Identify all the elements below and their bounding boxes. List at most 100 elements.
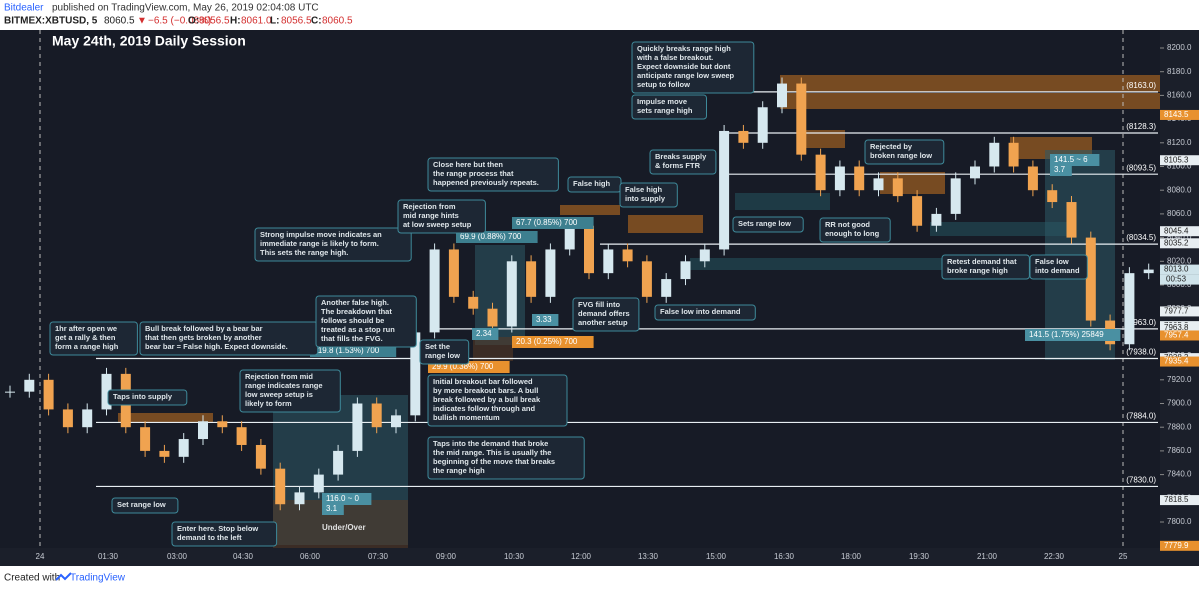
time-tick-label: 01:30 xyxy=(98,552,119,561)
measure-bg xyxy=(456,231,538,243)
zone xyxy=(628,215,703,233)
note-text: Sets range low xyxy=(738,219,791,228)
note-text: sets range high xyxy=(637,106,693,115)
time-tick-label: 15:00 xyxy=(706,552,727,561)
measure-bg xyxy=(322,493,372,505)
note-text: Another false high. xyxy=(321,298,389,307)
note-box xyxy=(171,521,278,547)
note-text: Impulse move xyxy=(637,97,687,106)
ohlc-key: O: xyxy=(188,16,199,27)
time-tick-label: 19:30 xyxy=(909,552,930,561)
time-tick-label: 07:30 xyxy=(368,552,389,561)
candle xyxy=(989,142,1000,167)
note-text: happened previously repeats. xyxy=(433,178,539,187)
last: 8060.5 xyxy=(104,16,135,27)
measure-label: 20.3 (0.25%) 700 xyxy=(516,337,578,346)
ohlc-value: 8056.5 xyxy=(281,16,312,27)
price-tick-label: 8020.0 xyxy=(1167,256,1192,265)
measure-label: 2.34 xyxy=(476,329,492,338)
candle xyxy=(545,249,556,297)
candle xyxy=(526,261,537,297)
change: −6.5 (−0.08%) xyxy=(148,16,211,27)
level-label: (8163.0) xyxy=(1126,81,1156,90)
candle xyxy=(275,468,286,505)
note-text: break followed by a bull break xyxy=(433,395,541,404)
note-box xyxy=(427,436,585,480)
note-box xyxy=(111,497,179,514)
candle xyxy=(24,379,35,392)
note-text: range low xyxy=(425,351,460,360)
candle xyxy=(719,130,730,250)
price-tag xyxy=(1160,540,1199,551)
candle xyxy=(391,415,401,428)
measure-bg xyxy=(1025,329,1121,341)
price-tick-label: 7860.0 xyxy=(1167,446,1192,455)
zone xyxy=(473,337,513,361)
note-text: mid range hints xyxy=(403,211,459,220)
candle xyxy=(680,261,691,280)
zone xyxy=(780,93,1160,109)
candle xyxy=(931,213,942,226)
measure-label: 141.5 ~ 6 xyxy=(1054,155,1088,164)
note-text: low sweep setup is xyxy=(245,390,313,399)
candle xyxy=(912,196,923,226)
note-text: Strong impulse move indicates an xyxy=(260,230,382,239)
price-tick-label: 8100.0 xyxy=(1167,162,1192,171)
candle xyxy=(854,166,865,191)
note-box xyxy=(572,297,640,332)
countdown-bg xyxy=(1160,274,1199,285)
note-text: Initial breakout bar followed xyxy=(433,377,533,386)
ohlc-value: 8060.5 xyxy=(322,16,353,27)
note-text: into supply xyxy=(625,194,666,203)
level-label: (7938.0) xyxy=(1126,348,1156,357)
chart-title: May 24th, 2019 Daily Session xyxy=(52,33,246,49)
candle xyxy=(564,225,575,250)
price-tag-label: 7935.4 xyxy=(1164,357,1189,366)
candle xyxy=(468,296,479,309)
note-text: This sets the range high. xyxy=(260,248,348,257)
note-box xyxy=(732,216,804,233)
measure-label: 3.1 xyxy=(326,504,338,513)
note-text: that then gets broken by another xyxy=(145,333,262,342)
note-text: treated as a stop run xyxy=(321,325,395,334)
price-tick-label: 8200.0 xyxy=(1167,43,1192,52)
time-tick-label: 21:00 xyxy=(977,552,998,561)
note-text: the range process that xyxy=(433,169,514,178)
candle xyxy=(603,249,614,274)
note-text: False high xyxy=(573,179,611,188)
price-tag-label: 7977.7 xyxy=(1164,307,1189,316)
candle xyxy=(5,391,15,393)
note-text: The breakdown that xyxy=(321,307,392,316)
candle xyxy=(815,154,826,191)
note-text: False low xyxy=(1035,257,1069,266)
candle xyxy=(178,439,189,457)
note-box xyxy=(427,157,559,192)
price-tick-label: 7840.0 xyxy=(1167,470,1192,479)
candle xyxy=(757,107,768,143)
candle xyxy=(796,83,807,155)
price-tick-label: 8080.0 xyxy=(1167,185,1192,194)
candle xyxy=(622,249,633,262)
note-text: another setup xyxy=(578,318,628,327)
footer-brand[interactable]: TradingView xyxy=(70,573,126,584)
measure-label: 29.9 (0.38%) 700 xyxy=(432,362,494,371)
publisher[interactable]: Bitdealer xyxy=(4,3,44,14)
candle xyxy=(641,261,652,297)
candle xyxy=(294,492,305,505)
candle xyxy=(410,332,421,416)
candle xyxy=(159,450,170,457)
measure-bg xyxy=(322,503,344,515)
measure-label: 3.7 xyxy=(1054,165,1066,174)
price-tag xyxy=(1160,330,1199,341)
candle xyxy=(1143,269,1154,274)
arrow: ▼ xyxy=(137,16,147,27)
note-text: 1hr after open we xyxy=(55,324,117,333)
note-text: indicates follow through and xyxy=(433,404,536,413)
candle xyxy=(1047,190,1058,203)
price-tag-label: 7818.5 xyxy=(1164,495,1189,504)
note-box xyxy=(649,149,717,175)
time-tick-label: 25 xyxy=(1119,552,1128,561)
ohlc-key: L: xyxy=(270,16,279,27)
candle xyxy=(101,373,112,410)
